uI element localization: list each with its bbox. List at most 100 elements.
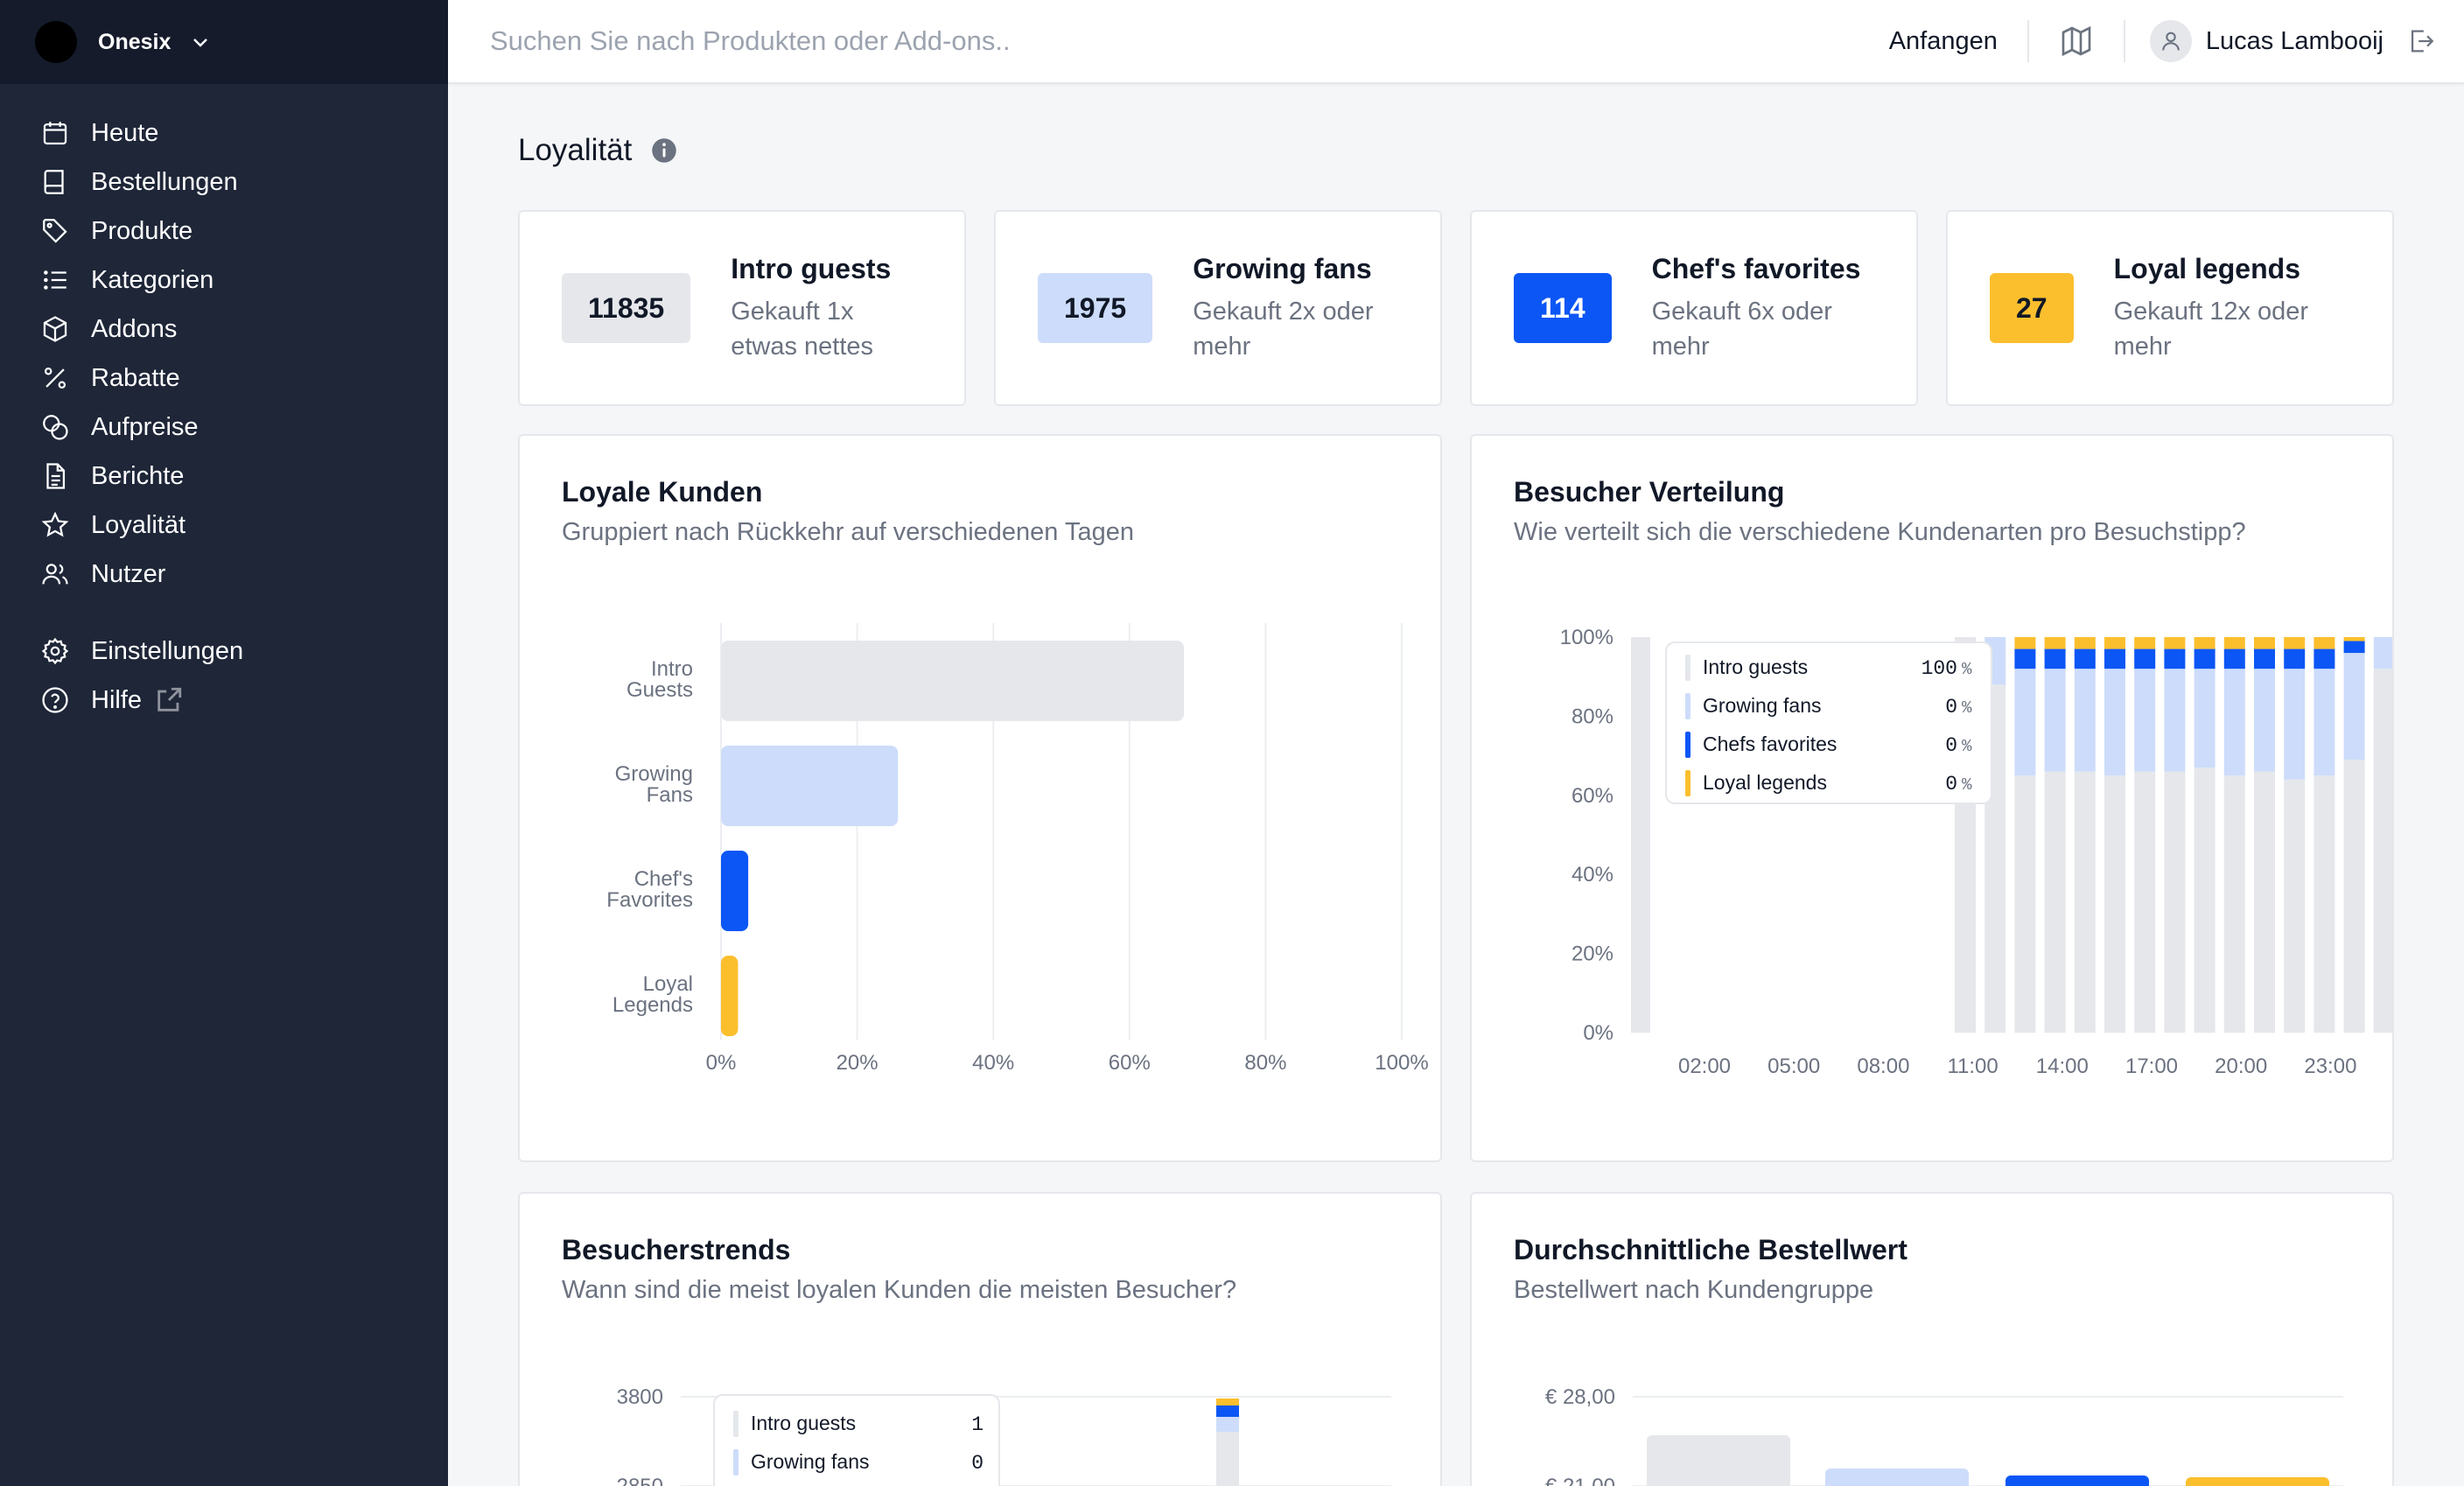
sidebar-item-label: Aufpreise [91, 412, 199, 441]
bar-segment [2373, 669, 2392, 1033]
bar-segment [2044, 771, 2066, 1033]
x-tick-label: 02:00 [1678, 1055, 1731, 1078]
map-icon[interactable] [2059, 24, 2094, 59]
y-tick-label: Favorites [606, 888, 693, 912]
y-tick-label: 100% [1560, 626, 1614, 649]
x-tick-label: 17:00 [2125, 1055, 2178, 1078]
stat-value: 11835 [562, 273, 691, 343]
panel-subtitle: Wann sind die meist loyalen Kunden die m… [562, 1276, 1237, 1304]
stat-desc-line: mehr [1193, 332, 1251, 361]
sidebar: Onesix Heute Bestellungen Produkte Kateg… [0, 0, 448, 1486]
cube-icon [43, 316, 67, 342]
bar-segment [2074, 648, 2096, 669]
sidebar-item-loyalitaet[interactable]: Loyalität [0, 501, 448, 550]
y-tick-label: Loyal [643, 972, 693, 996]
bar-segment [2014, 648, 2036, 669]
bar-segment [2223, 637, 2245, 649]
sidebar-item-label: Hilfe [91, 685, 143, 714]
tooltip-label: Intro guests [751, 1412, 856, 1434]
coins-icon [43, 415, 68, 440]
bar-segment [2164, 771, 2186, 1033]
stat-value: 1975 [1038, 273, 1153, 343]
panel-loyal-customers: Loyale Kunden Gruppiert nach Rückkehr au… [518, 434, 1442, 1162]
bar-segment [1216, 1398, 1239, 1405]
x-tick-label: 0% [706, 1051, 737, 1075]
sidebar-nav: Heute Bestellungen Produkte Kategorien A… [0, 84, 448, 725]
y-tick-label: Legends [612, 993, 693, 1017]
panel-title: Besucherstrends [562, 1234, 791, 1265]
gear-icon [41, 637, 69, 665]
sidebar-item-rabatte[interactable]: Rabatte [0, 354, 448, 403]
bar-segment [2074, 669, 2096, 772]
x-tick-label: 60% [1109, 1051, 1151, 1075]
search-input[interactable] [448, 0, 1889, 83]
sidebar-item-berichte[interactable]: Berichte [0, 452, 448, 501]
bar-segment [2074, 637, 2096, 649]
stat-title: Loyal legends [2113, 252, 2300, 284]
bar-segment [2284, 779, 2306, 1033]
sidebar-item-bestellungen[interactable]: Bestellungen [0, 158, 448, 207]
panel-visitor-trends: Besucherstrends Wann sind die meist loya… [518, 1192, 1442, 1486]
sidebar-item-heute[interactable]: Heute [0, 109, 448, 158]
external-link-icon [158, 687, 182, 711]
bar-segment [2044, 648, 2066, 669]
tooltip-value: 100 [1922, 657, 1957, 680]
panel-title: Besucher Verteilung [1514, 476, 1785, 508]
y-tick-label: 20% [1572, 943, 1614, 966]
bar [1825, 1468, 1969, 1486]
brand-name: Onesix [98, 29, 172, 54]
sidebar-item-addons[interactable]: Addons [0, 305, 448, 354]
y-tick-label: Fans [647, 783, 693, 807]
bar [1647, 1435, 1790, 1486]
logout-icon[interactable] [2406, 26, 2436, 56]
tooltip-value: 0 [971, 1452, 984, 1475]
sidebar-item-nutzer[interactable]: Nutzer [0, 550, 448, 599]
stat-text: Chef's favorites Gekauft 6x oder mehr [1652, 253, 1861, 364]
sidebar-item-label: Produkte [91, 216, 193, 245]
info-icon[interactable] [651, 137, 677, 164]
bar-segment [2284, 648, 2306, 669]
x-tick-label: 11:00 [1947, 1055, 1998, 1078]
y-tick-label: 3800 [617, 1385, 663, 1409]
bar-segment [2254, 771, 2275, 1033]
x-tick-label: 20% [836, 1051, 878, 1075]
tooltip-unit: % [1962, 660, 1972, 679]
bar [2186, 1477, 2329, 1486]
bar-segment [2223, 775, 2245, 1033]
tooltip-swatch [1685, 732, 1690, 758]
bar-segment [2074, 771, 2096, 1033]
sidebar-item-aufpreise[interactable]: Aufpreise [0, 403, 448, 452]
bar-segment [2014, 669, 2036, 776]
visitor-trends-chart: 3800 2850 Intro guests 1 Growing fans 0 [617, 1385, 1391, 1486]
panel-subtitle: Gruppiert nach Rückkehr auf verschiedene… [562, 518, 1134, 546]
tooltip-label: Chefs favorites [1703, 732, 1837, 755]
sidebar-item-einstellungen[interactable]: Einstellungen [0, 627, 448, 676]
sidebar-item-hilfe[interactable]: Hilfe [0, 676, 448, 725]
panel-subtitle: Wie verteilt sich die verschiedene Kunde… [1514, 518, 2246, 546]
bar-segment [2044, 669, 2066, 772]
user-menu[interactable]: Lucas Lambooij [2149, 20, 2384, 62]
stat-desc-line: mehr [2113, 332, 2172, 361]
sidebar-item-kategorien[interactable]: Kategorien [0, 256, 448, 305]
stat-desc-line: mehr [1651, 332, 1710, 361]
get-started-link[interactable]: Anfangen [1888, 26, 1998, 55]
brand-logo [35, 21, 77, 63]
star-icon [41, 511, 69, 537]
stat-desc-line: Gekauft 12x oder [2113, 297, 2309, 326]
bar-segment [2314, 669, 2335, 776]
stat-title: Intro guests [731, 252, 892, 284]
bar-segment [2194, 648, 2216, 669]
calendar-icon [43, 122, 67, 145]
sidebar-item-produkte[interactable]: Produkte [0, 207, 448, 256]
page-title: Loyalität [518, 133, 677, 168]
y-tick-label: 80% [1572, 704, 1614, 728]
y-tick-label: 60% [1572, 784, 1614, 808]
brand-switcher[interactable]: Onesix [0, 0, 448, 84]
sidebar-item-label: Nutzer [91, 559, 166, 588]
bar-segment [2254, 637, 2275, 649]
visitor-distribution-chart: 100% 80% 60% 40% 20% 0% 02:00 05:00 08:00 11:00 14… [1560, 626, 2392, 1078]
bar-segment [2104, 669, 2125, 776]
user-icon [2162, 32, 2180, 51]
sidebar-item-label: Kategorien [91, 265, 214, 294]
avatar [2149, 20, 2192, 62]
